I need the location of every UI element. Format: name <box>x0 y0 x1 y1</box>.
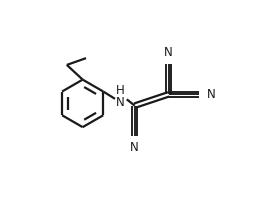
Text: N: N <box>207 88 216 101</box>
Text: H
N: H N <box>116 84 124 109</box>
Text: N: N <box>130 141 139 154</box>
Text: N: N <box>164 46 173 59</box>
